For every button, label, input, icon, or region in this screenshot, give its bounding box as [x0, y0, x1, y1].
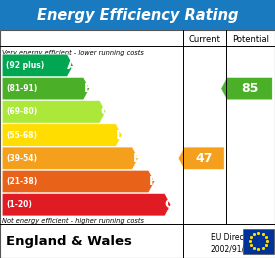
Bar: [243, 229, 274, 254]
Polygon shape: [2, 54, 73, 77]
Polygon shape: [221, 77, 272, 100]
Text: 85: 85: [241, 82, 258, 95]
Text: G: G: [164, 198, 175, 211]
Text: 2002/91/EC: 2002/91/EC: [211, 244, 255, 253]
Text: Current: Current: [188, 36, 220, 44]
Text: E: E: [133, 152, 141, 165]
Bar: [0, 30, 275, 258]
Text: 47: 47: [196, 152, 213, 165]
Text: (1-20): (1-20): [6, 200, 32, 209]
Text: A: A: [67, 59, 77, 72]
Text: F: F: [149, 175, 158, 188]
Text: Energy Efficiency Rating: Energy Efficiency Rating: [37, 8, 238, 23]
Polygon shape: [178, 147, 224, 170]
Text: Not energy efficient - higher running costs: Not energy efficient - higher running co…: [2, 218, 144, 224]
Text: B: B: [83, 82, 93, 95]
Text: EU Directive: EU Directive: [211, 233, 258, 242]
Text: Very energy efficient - lower running costs: Very energy efficient - lower running co…: [2, 50, 144, 56]
Text: Potential: Potential: [232, 36, 269, 44]
Polygon shape: [2, 77, 90, 100]
Text: (39-54): (39-54): [6, 154, 37, 163]
Text: (69-80): (69-80): [6, 107, 38, 116]
Text: (92 plus): (92 plus): [6, 61, 45, 70]
Polygon shape: [2, 170, 155, 193]
Polygon shape: [2, 124, 122, 146]
Text: D: D: [116, 128, 126, 142]
Text: C: C: [100, 105, 109, 118]
Polygon shape: [2, 147, 138, 170]
Text: (21-38): (21-38): [6, 177, 38, 186]
Text: (81-91): (81-91): [6, 84, 38, 93]
Text: England & Wales: England & Wales: [6, 235, 131, 248]
Polygon shape: [2, 101, 106, 123]
Text: (55-68): (55-68): [6, 131, 37, 140]
Polygon shape: [2, 194, 171, 216]
Bar: [0, 0, 275, 30]
